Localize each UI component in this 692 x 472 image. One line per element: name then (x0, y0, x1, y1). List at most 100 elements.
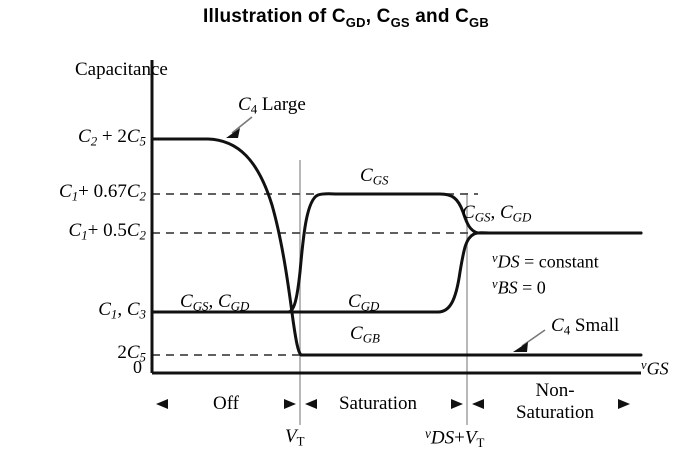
vds-condition: vDS = constant (492, 251, 599, 272)
vdsvt-sub2: T (476, 435, 485, 451)
title-mid: , C (365, 6, 391, 27)
region-non-saturation-line2: Saturation (515, 401, 595, 423)
region-saturation: Saturation (338, 393, 418, 414)
x-axis-label-sub: GS (646, 358, 669, 379)
ytick3-op: , (117, 299, 127, 320)
cgd-sat-sub: GD (360, 298, 380, 314)
vdsvt-base2: V (464, 427, 477, 449)
ytick1-op: + 0.67 (78, 181, 127, 202)
title-sub-gb: GB (469, 14, 489, 30)
cgs-cgd-off-base2: C (217, 291, 231, 312)
title-sub-gs: GS (390, 14, 410, 30)
saturation-left-arrowhead (305, 399, 317, 409)
c4-small-arrow-head (513, 342, 528, 352)
cgs-cgd-nonsat-label: CGS, CGD (462, 202, 532, 225)
saturation-right-arrowhead (451, 399, 463, 409)
ytick-c1-plus-067c2: C1+ 0.67C2 (0, 182, 146, 204)
origin-label: 0 (133, 357, 142, 377)
ytick-c1-c3: C1, C3 (0, 300, 146, 322)
ytick0-sub2: 5 (139, 133, 146, 149)
cgs-cgd-off-sub1: GS (192, 298, 209, 314)
ytick0-op: + 2 (97, 126, 127, 147)
cgs-sat-base: C (360, 165, 373, 186)
ytick-c1-plus-05c2: C1+ 0.5C2 (0, 220, 147, 243)
title-mid2: and C (409, 6, 470, 27)
cgb-sub: GB (362, 330, 380, 346)
cgd-sat-base: C (348, 291, 361, 312)
c4-large-annotation: C4 Large (238, 95, 306, 117)
off-left-arrowhead (156, 399, 168, 409)
vds-cond-tail: = constant (519, 251, 599, 272)
c4-large-tail: Large (257, 94, 306, 115)
vt-marker-base: V (285, 426, 297, 447)
ytick3-base1: C (98, 299, 111, 320)
ytick1-base2: C (126, 181, 140, 202)
vbs-cond-tail: = 0 (517, 277, 546, 298)
cgs-cgd-ns-sub2: GD (512, 209, 532, 225)
curve-cgd (150, 231, 643, 314)
vdsvt-base1: v (425, 426, 431, 441)
c4-small-sub: 4 (563, 322, 571, 338)
ytick-c2-plus-2c5: C2 + 2C5 (0, 127, 146, 149)
ytick3-base2: C (126, 299, 140, 320)
x-axis-label-base: v (641, 358, 647, 372)
c4-large-arrow-shaft (231, 116, 253, 134)
ytick4-sub2: 5 (139, 349, 146, 365)
cgb-label: CGB (350, 324, 380, 346)
ytick3-sub2: 3 (139, 306, 146, 322)
cgs-saturation-label: CGS (360, 166, 388, 188)
ytick-2c5: 2C5 (0, 343, 146, 365)
y-axis-label: Capacitance (75, 59, 168, 80)
cgd-saturation-label: CGD (348, 292, 379, 314)
ytick1-sub2: 2 (139, 188, 146, 204)
vbs-cond-base: v (492, 277, 498, 291)
ytick0-base1: C (78, 126, 91, 147)
ytick4-base2: C (126, 342, 140, 363)
nonsaturation-left-arrowhead (472, 399, 484, 409)
region-non-saturation: Non- Saturation (495, 380, 615, 424)
cgs-cgd-off-sub2: GD (230, 298, 250, 314)
region-non-saturation-line1: Non- (535, 380, 575, 401)
ytick2-base2: C (126, 220, 140, 241)
cgb-base: C (350, 323, 363, 344)
ytick0-sub1: 2 (90, 133, 98, 149)
c4-small-arrow-shaft (521, 329, 546, 347)
ytick2-op: + 0.5 (87, 220, 127, 241)
title-prefix: Illustration of C (203, 6, 346, 27)
cgs-cgd-ns-sub1: GS (474, 209, 491, 225)
ytick1-base1: C (59, 181, 72, 202)
ytick0-base2: C (126, 126, 140, 147)
cgs-sat-sub: GS (372, 172, 389, 188)
cgs-cgd-ns-base1: C (462, 202, 475, 223)
c4-large-sub: 4 (250, 101, 258, 117)
x-axis-label: vGS (641, 358, 669, 379)
vds-cond-sub: DS (497, 251, 520, 272)
nonsaturation-right-arrowhead (618, 399, 630, 409)
vbs-condition: vBS = 0 (492, 277, 546, 298)
cgs-cgd-ns-base2: C (499, 202, 513, 223)
ytick1-sub1: 1 (71, 188, 79, 204)
vdsvt-sub1: DS (430, 427, 455, 449)
vds-cond-base: v (492, 251, 498, 265)
vt-marker: VT (285, 427, 305, 449)
c4-small-tail: Small (570, 315, 620, 336)
page-title: Illustration of CGD, CGS and CGB (0, 6, 692, 30)
ytick2-base1: C (68, 220, 82, 241)
vdsvt-mid: + (454, 427, 465, 449)
cgs-cgd-off-base1: C (180, 291, 193, 312)
c4-large-base: C (238, 94, 251, 115)
ytick4-op: 2 (117, 342, 127, 363)
c4-large-arrow-head (226, 128, 240, 138)
ytick2-sub2: 2 (139, 227, 146, 243)
ytick3-sub1: 1 (110, 306, 118, 322)
c4-small-annotation: C4 Small (551, 316, 619, 338)
vds-plus-vt-marker: vDS+VT (425, 427, 484, 450)
ytick2-sub1: 1 (81, 227, 88, 243)
c4-small-base: C (551, 315, 564, 336)
title-sub-gd: GD (345, 14, 366, 30)
curve-cgb (150, 137, 643, 357)
off-right-arrowhead (284, 399, 296, 409)
vbs-cond-sub: BS (497, 277, 518, 298)
